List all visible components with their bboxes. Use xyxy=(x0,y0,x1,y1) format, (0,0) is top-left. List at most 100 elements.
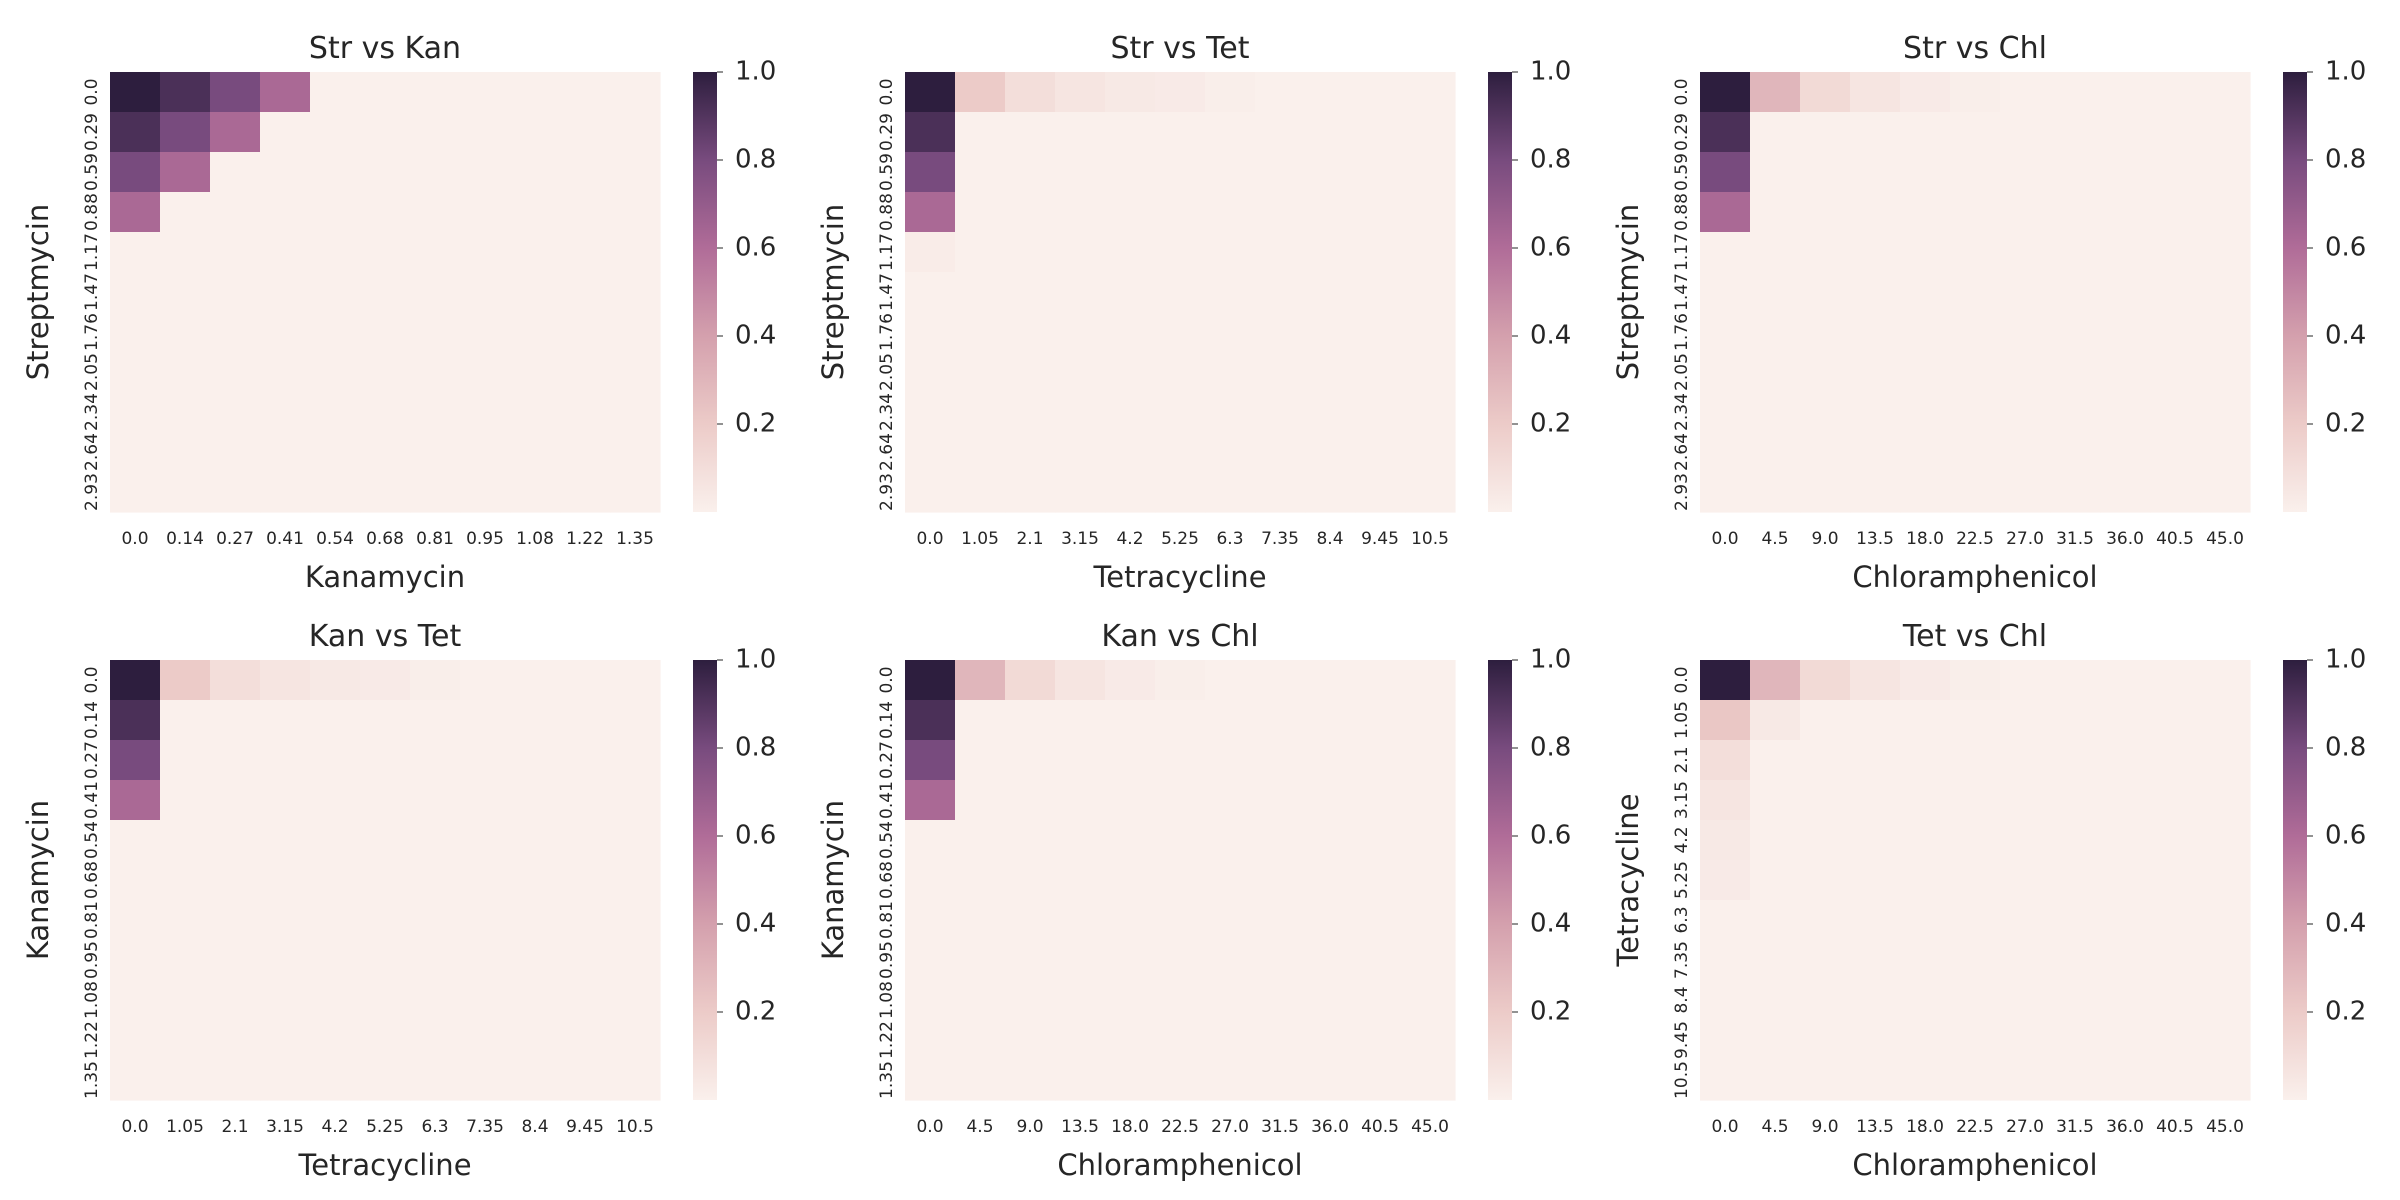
heatmap-cell xyxy=(460,72,511,113)
heatmap-cell xyxy=(1105,472,1156,513)
heatmap-cell xyxy=(410,192,461,233)
heatmap-cell xyxy=(1005,1060,1056,1101)
heatmap-cell xyxy=(1105,152,1156,193)
heatmap-cell xyxy=(1750,1020,1801,1061)
heatmap-cell xyxy=(1850,432,1901,473)
heatmap-cell xyxy=(2100,432,2151,473)
heatmap-cell xyxy=(1255,860,1306,901)
x-tick-label: 0.0 xyxy=(916,529,943,549)
heatmap-cell xyxy=(310,820,361,861)
heatmap-cell xyxy=(1255,940,1306,981)
heatmap-cell xyxy=(1900,352,1951,393)
heatmap-cell xyxy=(2050,900,2101,941)
heatmap-cell xyxy=(2200,152,2251,193)
heatmap-cell xyxy=(2100,1020,2151,1061)
heatmap-cell xyxy=(1055,820,1106,861)
heatmap-cell xyxy=(1205,312,1256,353)
heatmap-cell xyxy=(1105,780,1156,821)
heatmap-cell xyxy=(1055,900,1106,941)
heatmap-cell xyxy=(1355,740,1406,781)
heatmap-cell xyxy=(1155,1020,1206,1061)
heatmap-cell xyxy=(2100,392,2151,433)
x-tick-label: 18.0 xyxy=(1111,1117,1149,1137)
x-tick-label: 0.68 xyxy=(366,529,404,549)
heatmap-cell xyxy=(560,1060,611,1101)
heatmap-cell xyxy=(160,1020,211,1061)
heatmap-cell xyxy=(955,232,1006,273)
heatmap-cell xyxy=(1700,352,1751,393)
colorbar-tick-label: 0.2 xyxy=(1530,997,1571,1027)
heatmap-cell xyxy=(2150,432,2201,473)
heatmap-cell xyxy=(2200,1020,2251,1061)
chart-title: Kan vs Chl xyxy=(1101,619,1258,654)
heatmap-cell xyxy=(2200,860,2251,901)
heatmap-cell xyxy=(210,980,261,1021)
heatmap-cell xyxy=(160,820,211,861)
heatmap-cell xyxy=(2200,272,2251,313)
heatmap-cell xyxy=(1255,152,1306,193)
heatmap-cell xyxy=(410,980,461,1021)
heatmap-cell xyxy=(110,940,161,981)
colorbar-tick-label: 0.6 xyxy=(1530,233,1571,263)
heatmap-cell xyxy=(1205,472,1256,513)
heatmap-cell xyxy=(1800,820,1851,861)
heatmap-cell xyxy=(510,740,561,781)
heatmap-cell xyxy=(1355,980,1406,1021)
colorbar-tick-label: 0.4 xyxy=(735,321,776,351)
heatmap-cell xyxy=(2150,192,2201,233)
heatmap-cell xyxy=(510,472,561,513)
heatmap-cell xyxy=(160,700,211,741)
heatmap-cell xyxy=(1155,940,1206,981)
heatmap-cell xyxy=(1155,392,1206,433)
heatmap-cell xyxy=(2150,392,2201,433)
colorbar-tick-label: 0.8 xyxy=(2325,733,2366,763)
y-tick-label: 0.88 xyxy=(877,193,897,231)
heatmap-cell xyxy=(110,112,161,153)
heatmap-cell xyxy=(955,660,1006,701)
heatmap-cell xyxy=(1205,72,1256,113)
y-tick-label: 7.35 xyxy=(1672,941,1692,979)
heatmap-cell xyxy=(2000,352,2051,393)
heatmap-cell xyxy=(955,192,1006,233)
heatmap-cell xyxy=(160,192,211,233)
heatmap-cell xyxy=(1850,780,1901,821)
heatmap-cell xyxy=(610,860,661,901)
colorbar-tick-label: 0.6 xyxy=(2325,233,2366,263)
heatmap-cell xyxy=(2050,72,2101,113)
heatmap-cell xyxy=(1405,112,1456,153)
heatmap-cell xyxy=(1155,980,1206,1021)
heatmap-cell xyxy=(260,112,311,153)
heatmap-cell xyxy=(210,472,261,513)
heatmap-cell xyxy=(610,272,661,313)
chart-title: Str vs Chl xyxy=(1903,31,2047,66)
heatmap-cell xyxy=(360,900,411,941)
colorbar-tick-label: 0.2 xyxy=(2325,409,2366,439)
heatmap-cell xyxy=(610,780,661,821)
x-tick-label: 7.35 xyxy=(1261,529,1299,549)
heatmap-cell xyxy=(2100,152,2151,193)
heatmap-cell xyxy=(2150,780,2201,821)
heatmap-cell xyxy=(460,272,511,313)
heatmap-cell xyxy=(1355,660,1406,701)
colorbar-tick-label: 1.0 xyxy=(2325,645,2366,675)
heatmap-cell xyxy=(160,940,211,981)
heatmap-cell xyxy=(1255,472,1306,513)
heatmap-cell xyxy=(410,152,461,193)
y-tick-label: 1.76 xyxy=(877,313,897,351)
heatmap-cell xyxy=(2050,232,2101,273)
x-tick-label: 8.4 xyxy=(521,1117,548,1137)
heatmap-cell xyxy=(560,700,611,741)
heatmap-cell xyxy=(210,1060,261,1101)
heatmap-cell xyxy=(1255,700,1306,741)
heatmap-cell xyxy=(360,152,411,193)
heatmap-cell xyxy=(2150,1020,2201,1061)
heatmap-cell xyxy=(2200,700,2251,741)
heatmap-cell xyxy=(955,700,1006,741)
heatmap-cell xyxy=(1155,272,1206,313)
heatmap-cell xyxy=(1005,72,1056,113)
heatmap-cell xyxy=(1055,780,1106,821)
heatmap-cell xyxy=(1205,820,1256,861)
heatmap-cell xyxy=(1055,192,1106,233)
heatmap-cell xyxy=(2000,980,2051,1021)
heatmap-cell xyxy=(510,392,561,433)
